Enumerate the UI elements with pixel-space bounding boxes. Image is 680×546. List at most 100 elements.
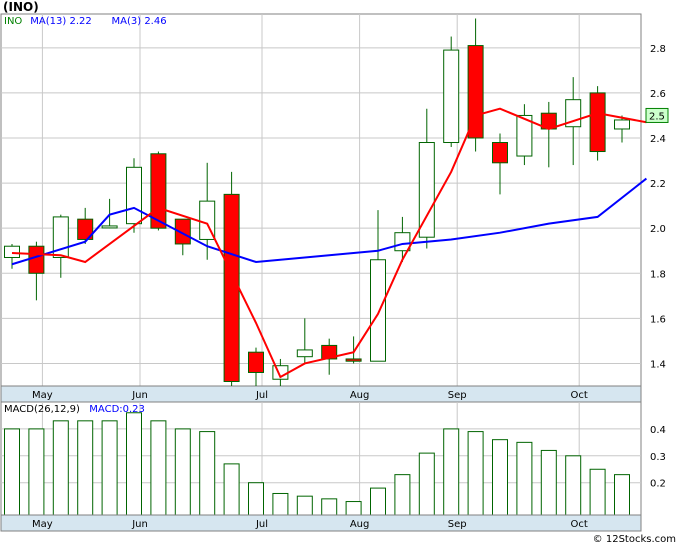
macd-y-ticks: 0.2 0.3 0.4 <box>650 425 666 490</box>
macd-month-labels: May Jun Jul Aug Sep Oct <box>32 519 588 530</box>
macd-bar <box>516 441 533 516</box>
macd-bar <box>199 431 216 516</box>
macd-bar <box>540 449 557 516</box>
macd-bar <box>418 452 435 516</box>
price-legend-item: MA(3) 2.46 <box>112 16 167 27</box>
price-date-axis <box>0 385 642 403</box>
candle-body <box>321 344 338 360</box>
price-panel <box>0 13 642 387</box>
macd-bar <box>52 420 69 516</box>
price-tick-label: 2.8 <box>650 44 666 55</box>
macd-month-label: Oct <box>571 519 588 530</box>
candle <box>614 115 630 143</box>
price-month-label: Jul <box>255 390 268 401</box>
candle <box>248 347 264 386</box>
macd-legend-item: MACD(26,12,9) <box>4 404 80 415</box>
candle <box>492 133 508 195</box>
price-legend: INO MA(13) 2.22 MA(3) 2.46 <box>4 16 167 27</box>
candle-body <box>589 92 606 153</box>
macd-bar <box>4 428 20 516</box>
price-tick-label: 1.8 <box>650 269 666 280</box>
macd-month-label: Jul <box>255 519 268 530</box>
macd-bar <box>223 463 240 516</box>
price-month-labels: May Jun Jul Aug Sep Oct <box>32 390 588 401</box>
macd-tick-label: 0.4 <box>650 425 666 436</box>
macd-bar <box>394 474 411 516</box>
macd-legend-item: MACD:0.23 <box>89 404 145 415</box>
price-legend-item: INO <box>4 16 22 27</box>
macd-tick-label: 0.3 <box>650 452 666 463</box>
price-month-label: Oct <box>571 390 588 401</box>
macd-month-label: Sep <box>448 519 467 530</box>
candle <box>321 338 338 375</box>
candle <box>345 336 362 364</box>
watermark: © 12Stocks.com <box>592 534 676 545</box>
candle <box>101 198 118 229</box>
macd-bar <box>370 487 386 516</box>
macd-month-label: Jun <box>131 519 148 530</box>
candle-body <box>443 49 460 144</box>
macd-bar <box>150 420 167 516</box>
candle <box>4 243 20 269</box>
candle <box>443 36 460 148</box>
candle-body <box>77 218 94 240</box>
macd-bar <box>492 439 508 516</box>
macd-bars <box>4 412 630 516</box>
price-month-label: May <box>32 390 53 401</box>
candle-body <box>492 142 508 164</box>
macd-date-axis <box>0 514 642 532</box>
price-tick-label: 2.4 <box>650 134 666 145</box>
macd-bar <box>101 420 118 516</box>
price-month-label: Sep <box>448 390 467 401</box>
macd-bar <box>126 412 142 516</box>
macd-bar <box>443 428 460 516</box>
candle <box>223 171 240 386</box>
candle <box>516 104 533 166</box>
last-price-badge: 2.5 <box>645 107 669 123</box>
macd-bar <box>321 498 338 516</box>
ma-line-ma3 <box>11 107 647 379</box>
macd-bar <box>174 428 191 516</box>
macd-bar <box>296 495 313 516</box>
macd-legend: MACD(26,12,9) MACD:0.23 <box>4 404 145 415</box>
price-tick-label: 1.6 <box>650 314 666 325</box>
macd-bar <box>467 431 484 516</box>
candle <box>589 86 606 161</box>
candle-body <box>4 245 20 258</box>
macd-bar <box>248 482 264 516</box>
last-price-badge-box <box>645 107 669 123</box>
candle <box>394 216 411 262</box>
candle <box>418 108 435 249</box>
candle-body <box>345 358 362 362</box>
macd-bar <box>28 428 45 516</box>
last-price-badge-label: 2.5 <box>649 111 665 122</box>
price-tick-label: 2.6 <box>650 89 666 100</box>
macd-bar <box>614 474 630 516</box>
candle-body <box>394 232 411 252</box>
price-month-label: Aug <box>350 390 370 401</box>
candle-body <box>370 259 386 362</box>
macd-bar <box>345 501 362 516</box>
price-y-ticks: 1.4 1.6 1.8 2.0 2.2 2.4 2.6 2.8 <box>650 44 666 371</box>
candle-body <box>296 349 313 358</box>
candle-body <box>467 45 484 139</box>
candle-body <box>174 218 191 245</box>
price-month-label: Jun <box>131 390 148 401</box>
candle-body <box>223 193 240 382</box>
price-tick-label: 2.2 <box>650 179 666 190</box>
candle <box>296 318 313 364</box>
macd-bar <box>565 455 582 516</box>
candle-body <box>101 225 118 229</box>
candle-body <box>516 114 533 157</box>
candle-body <box>28 245 45 274</box>
symbol-title: (INO) <box>3 0 39 14</box>
ma-line-ma13 <box>11 177 648 266</box>
candle-body <box>614 119 630 130</box>
candle <box>77 207 94 244</box>
macd-month-label: May <box>32 519 53 530</box>
price-tick-label: 1.4 <box>650 359 666 370</box>
candle-body <box>126 166 142 225</box>
candle <box>174 218 191 256</box>
candle-body <box>418 142 435 238</box>
